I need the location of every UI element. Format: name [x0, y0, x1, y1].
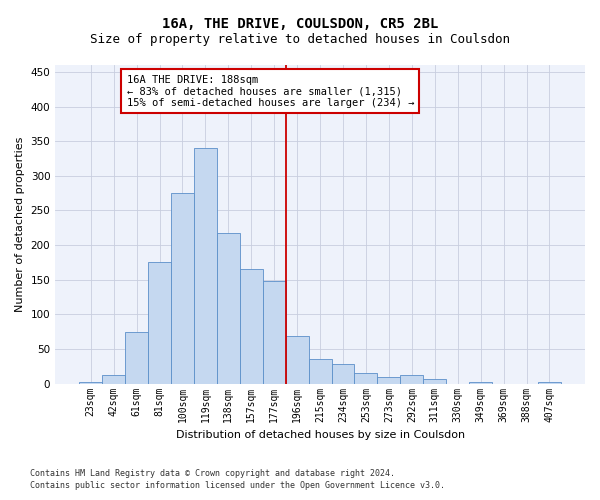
- Y-axis label: Number of detached properties: Number of detached properties: [15, 136, 25, 312]
- Bar: [286, 336, 308, 384]
- Text: Contains public sector information licensed under the Open Government Licence v3: Contains public sector information licen…: [30, 481, 445, 490]
- Bar: [355, 372, 377, 384]
- Bar: [423, 379, 446, 384]
- Text: Contains HM Land Registry data © Crown copyright and database right 2024.: Contains HM Land Registry data © Crown c…: [30, 468, 395, 477]
- Text: 16A, THE DRIVE, COULSDON, CR5 2BL: 16A, THE DRIVE, COULSDON, CR5 2BL: [162, 18, 438, 32]
- Bar: [263, 281, 286, 384]
- Text: 16A THE DRIVE: 188sqm
← 83% of detached houses are smaller (1,315)
15% of semi-d: 16A THE DRIVE: 188sqm ← 83% of detached …: [127, 74, 414, 108]
- Bar: [102, 376, 125, 384]
- Text: Size of property relative to detached houses in Coulsdon: Size of property relative to detached ho…: [90, 32, 510, 46]
- Bar: [469, 382, 492, 384]
- Bar: [538, 382, 561, 384]
- Bar: [217, 232, 240, 384]
- Bar: [332, 364, 355, 384]
- Bar: [171, 193, 194, 384]
- Bar: [400, 374, 423, 384]
- X-axis label: Distribution of detached houses by size in Coulsdon: Distribution of detached houses by size …: [176, 430, 464, 440]
- Bar: [194, 148, 217, 384]
- Bar: [125, 332, 148, 384]
- Bar: [79, 382, 102, 384]
- Bar: [240, 270, 263, 384]
- Bar: [148, 262, 171, 384]
- Bar: [377, 376, 400, 384]
- Bar: [308, 360, 332, 384]
